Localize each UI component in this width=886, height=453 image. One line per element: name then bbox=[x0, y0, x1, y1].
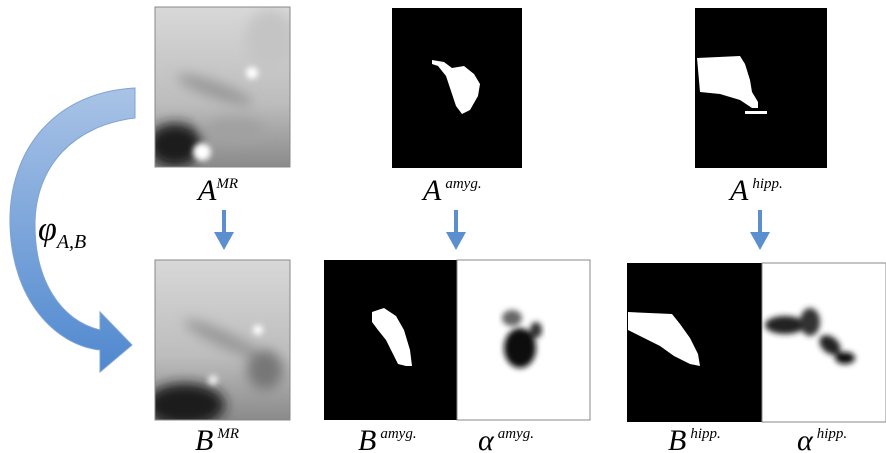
label-part: hipp. bbox=[752, 176, 782, 192]
label-part: hipp. bbox=[690, 426, 720, 442]
mr-image-a bbox=[147, 7, 295, 167]
label-part: B bbox=[195, 424, 213, 453]
label-part: hipp. bbox=[817, 426, 847, 442]
label-part: A bbox=[728, 174, 749, 207]
label-part: B bbox=[358, 424, 376, 453]
mask-b-hipp bbox=[627, 263, 762, 422]
label-part: amyg. bbox=[380, 426, 416, 442]
mask-blob bbox=[745, 111, 767, 114]
label: AMR bbox=[196, 174, 238, 207]
label-part: amyg. bbox=[445, 176, 481, 192]
transform-arrow bbox=[10, 88, 135, 372]
figure: φA,B AMR Aamyg. Ahipp. bbox=[0, 0, 886, 453]
label-part: A bbox=[421, 174, 442, 207]
label-part: A,B bbox=[55, 231, 86, 253]
down-arrows bbox=[214, 210, 770, 250]
label-part: B bbox=[668, 424, 686, 453]
label-part: amyg. bbox=[498, 426, 534, 442]
label-part: φ bbox=[38, 211, 57, 248]
mr-image-b bbox=[145, 260, 290, 427]
transform-label: φA,B bbox=[38, 211, 86, 253]
label-part: α bbox=[797, 424, 814, 453]
label-part: MR bbox=[215, 176, 238, 192]
label-part: α bbox=[478, 424, 495, 453]
label-part: MR bbox=[216, 426, 239, 442]
label-part: A bbox=[196, 174, 217, 207]
